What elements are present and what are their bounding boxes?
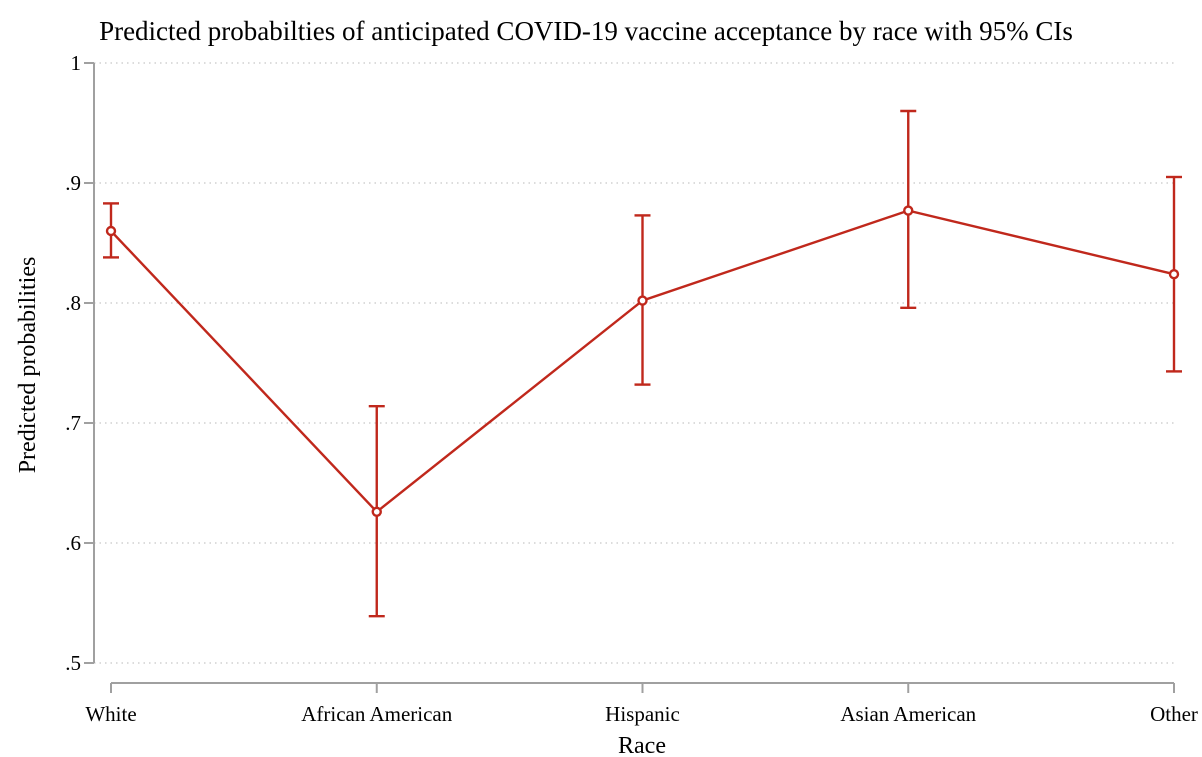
y-tick-label: 1 bbox=[71, 51, 82, 75]
data-point bbox=[1168, 269, 1180, 280]
data-point bbox=[637, 295, 648, 306]
data-point bbox=[371, 506, 382, 517]
y-tick-label: .6 bbox=[65, 531, 81, 555]
chart-title: Predicted probabilties of anticipated CO… bbox=[99, 16, 1073, 46]
x-tick-label: Hispanic bbox=[605, 702, 680, 726]
data-point bbox=[903, 205, 914, 216]
axes: .5 .6 .7 .8 .9 1 White African American Hispanic… bbox=[65, 51, 1198, 726]
series-group bbox=[103, 109, 1182, 618]
y-tick-label: .8 bbox=[65, 291, 81, 315]
x-tick-label: Asian American bbox=[840, 702, 976, 726]
x-tick-label: Other bbox=[1150, 702, 1198, 726]
x-axis-title: Race bbox=[618, 733, 666, 757]
grid bbox=[94, 62, 1175, 664]
y-axis-title: Predicted probabilities bbox=[15, 257, 41, 474]
x-tick-label: African American bbox=[301, 702, 453, 726]
data-point bbox=[105, 225, 117, 237]
y-tick-label: .5 bbox=[65, 651, 81, 675]
y-tick-label: .7 bbox=[65, 411, 81, 435]
x-tick-label: White bbox=[85, 702, 136, 726]
y-tick-label: .9 bbox=[65, 171, 81, 195]
